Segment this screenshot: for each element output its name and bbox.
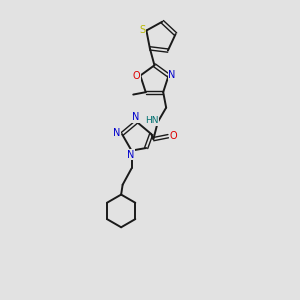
Text: O: O — [169, 131, 177, 141]
Text: HN: HN — [145, 116, 159, 125]
Text: N: N — [127, 150, 135, 160]
Text: O: O — [133, 70, 140, 81]
Text: S: S — [140, 25, 146, 35]
Text: N: N — [132, 112, 139, 122]
Text: N: N — [113, 128, 120, 138]
Text: N: N — [169, 70, 176, 80]
